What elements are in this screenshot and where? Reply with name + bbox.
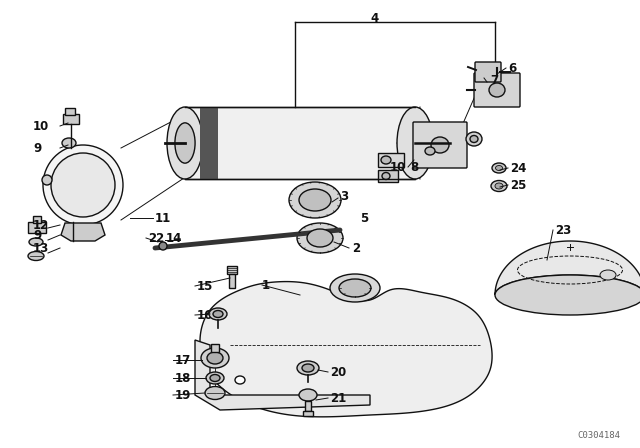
Text: 1: 1 [262, 279, 270, 292]
Ellipse shape [466, 132, 482, 146]
Bar [185, 107, 415, 179]
Ellipse shape [330, 274, 380, 302]
Text: 13: 13 [33, 241, 49, 254]
FancyBboxPatch shape [475, 62, 501, 82]
Ellipse shape [425, 147, 435, 155]
Circle shape [159, 242, 167, 250]
Text: 6: 6 [508, 61, 516, 74]
Bar [211, 344, 219, 352]
Bar [65, 108, 75, 115]
Text: 16: 16 [197, 309, 213, 322]
Text: 22: 22 [148, 232, 164, 245]
Text: 17: 17 [175, 353, 191, 366]
Ellipse shape [206, 372, 224, 384]
Polygon shape [61, 223, 105, 241]
Ellipse shape [297, 361, 319, 375]
Ellipse shape [213, 310, 223, 318]
Bar [229, 274, 235, 288]
Ellipse shape [495, 165, 502, 171]
Ellipse shape [491, 181, 507, 191]
Bar [63, 114, 79, 124]
Ellipse shape [492, 163, 506, 173]
Text: 21: 21 [330, 392, 346, 405]
Text: 2: 2 [352, 241, 360, 254]
Bar [227, 266, 237, 274]
Bar [303, 411, 313, 416]
Ellipse shape [600, 270, 616, 280]
Ellipse shape [207, 352, 223, 364]
Ellipse shape [297, 223, 343, 253]
FancyBboxPatch shape [474, 73, 520, 107]
Text: 10: 10 [33, 120, 49, 133]
Ellipse shape [175, 123, 195, 163]
Ellipse shape [289, 182, 341, 218]
Polygon shape [495, 241, 640, 295]
Text: 23: 23 [555, 224, 572, 237]
Ellipse shape [470, 135, 478, 142]
Ellipse shape [42, 175, 52, 185]
FancyBboxPatch shape [413, 122, 467, 168]
Ellipse shape [167, 107, 203, 179]
Ellipse shape [201, 348, 229, 368]
Ellipse shape [339, 279, 371, 297]
Text: 15: 15 [197, 280, 213, 293]
Ellipse shape [51, 153, 115, 217]
Text: 8: 8 [410, 160, 419, 173]
Polygon shape [200, 282, 492, 417]
Text: 5: 5 [360, 211, 368, 224]
Bar [200, 107, 218, 179]
Bar [378, 153, 404, 167]
Ellipse shape [381, 156, 391, 164]
Text: 9: 9 [33, 228, 41, 241]
Text: 7: 7 [490, 73, 498, 86]
Text: C0304184: C0304184 [577, 431, 620, 440]
Text: 10: 10 [390, 160, 406, 173]
Ellipse shape [382, 172, 390, 180]
Text: 25: 25 [510, 178, 526, 191]
Text: 24: 24 [510, 161, 526, 175]
Ellipse shape [209, 308, 227, 320]
Bar [28, 222, 46, 233]
Ellipse shape [302, 364, 314, 372]
Ellipse shape [495, 275, 640, 315]
Bar [33, 216, 41, 223]
Ellipse shape [210, 375, 220, 382]
Text: 4: 4 [370, 12, 378, 25]
Ellipse shape [205, 387, 225, 400]
Ellipse shape [431, 137, 449, 153]
Polygon shape [195, 340, 370, 410]
Text: 14: 14 [166, 232, 182, 245]
Ellipse shape [28, 251, 44, 260]
Ellipse shape [489, 83, 505, 97]
Ellipse shape [235, 376, 245, 384]
Ellipse shape [397, 107, 433, 179]
Text: 18: 18 [175, 371, 191, 384]
Bar [378, 170, 398, 182]
Text: 19: 19 [175, 388, 191, 401]
Ellipse shape [307, 229, 333, 247]
Bar [305, 401, 311, 411]
Text: 20: 20 [330, 366, 346, 379]
Text: 12: 12 [33, 219, 49, 232]
Text: 11: 11 [155, 211, 172, 224]
Ellipse shape [299, 189, 331, 211]
Text: 3: 3 [340, 190, 348, 202]
Ellipse shape [29, 238, 43, 246]
Ellipse shape [299, 389, 317, 401]
Ellipse shape [43, 145, 123, 225]
Ellipse shape [62, 138, 76, 148]
Ellipse shape [495, 183, 503, 189]
Text: 9: 9 [33, 142, 41, 155]
